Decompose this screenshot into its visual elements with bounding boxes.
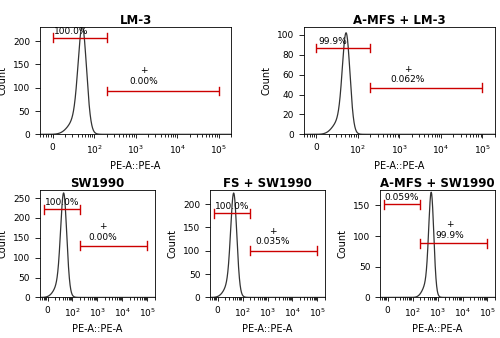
Y-axis label: Count: Count: [0, 229, 8, 258]
Y-axis label: Count: Count: [0, 66, 8, 95]
Text: 100.0%: 100.0%: [214, 202, 249, 211]
Text: 0.059%: 0.059%: [385, 193, 420, 202]
Title: FS + SW1990: FS + SW1990: [223, 177, 312, 190]
X-axis label: PE-A::PE-A: PE-A::PE-A: [110, 161, 161, 171]
Text: +
0.00%: + 0.00%: [88, 222, 117, 242]
X-axis label: PE-A::PE-A: PE-A::PE-A: [412, 324, 463, 334]
Title: A-MFS + SW1990: A-MFS + SW1990: [380, 177, 495, 190]
X-axis label: PE-A::PE-A: PE-A::PE-A: [374, 161, 424, 171]
X-axis label: PE-A::PE-A: PE-A::PE-A: [242, 324, 292, 334]
Text: +
0.035%: + 0.035%: [255, 227, 290, 246]
Title: LM-3: LM-3: [120, 14, 152, 27]
Text: +
99.9%: + 99.9%: [436, 220, 464, 240]
Text: 99.9%: 99.9%: [318, 37, 347, 46]
Title: A-MFS + LM-3: A-MFS + LM-3: [353, 14, 446, 27]
Y-axis label: Count: Count: [168, 229, 177, 258]
Title: SW1990: SW1990: [70, 177, 124, 190]
Text: 100.0%: 100.0%: [54, 27, 88, 35]
X-axis label: PE-A::PE-A: PE-A::PE-A: [72, 324, 122, 334]
Y-axis label: Count: Count: [262, 66, 272, 95]
Text: +
0.00%: + 0.00%: [130, 66, 158, 86]
Text: +
0.062%: + 0.062%: [390, 65, 425, 84]
Y-axis label: Count: Count: [338, 229, 347, 258]
Text: 100.0%: 100.0%: [44, 198, 79, 207]
